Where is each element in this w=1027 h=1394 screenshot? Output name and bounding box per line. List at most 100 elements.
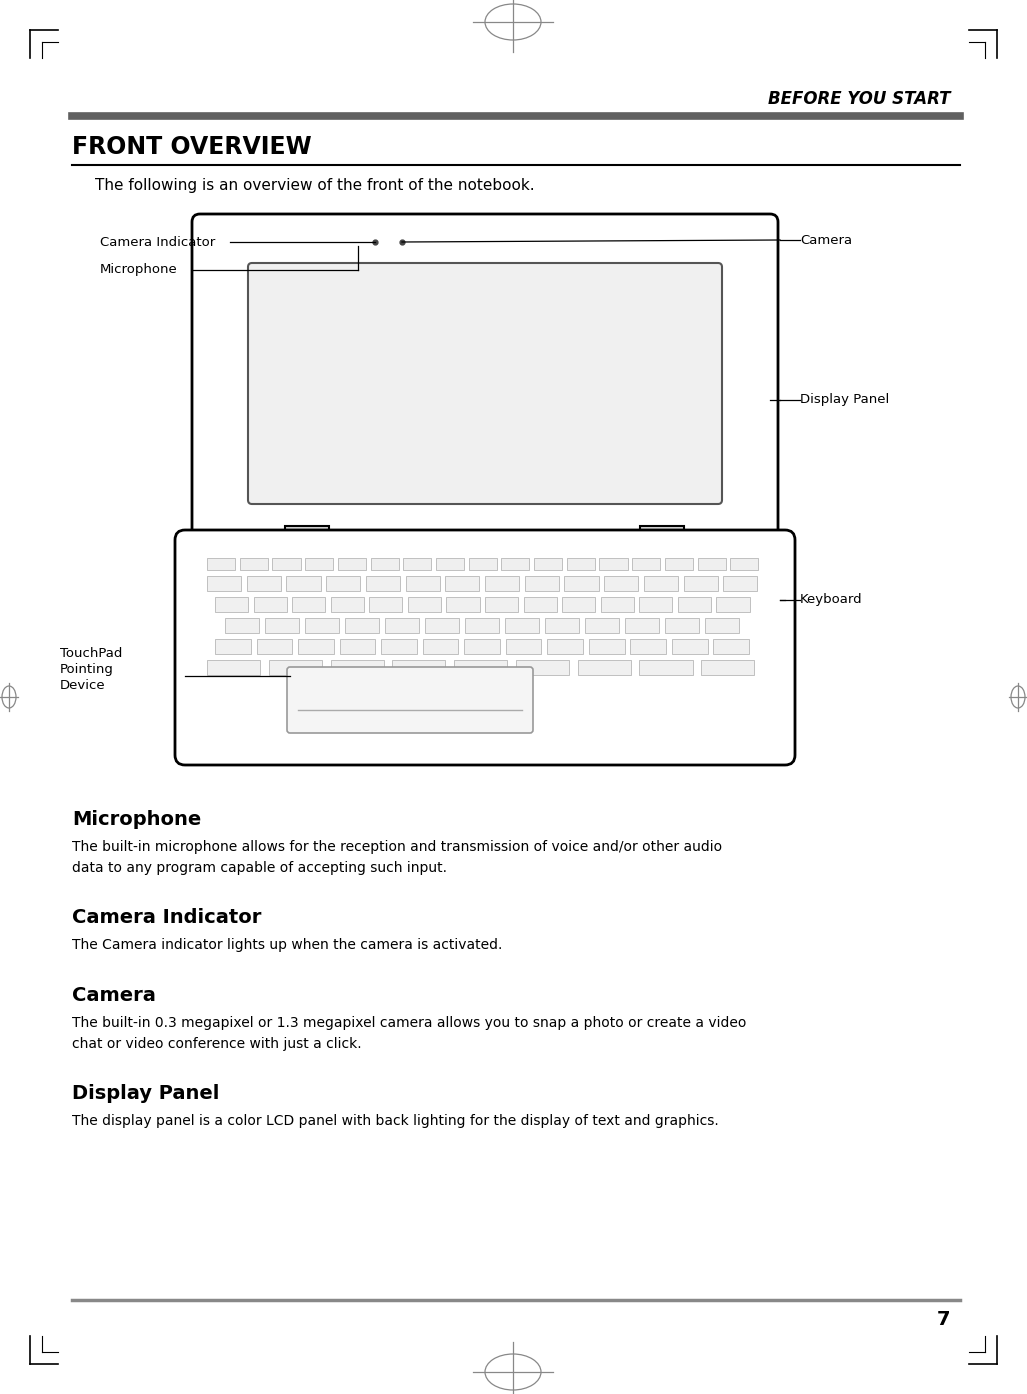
Bar (338, 558, 366, 570)
Bar (717, 597, 750, 612)
FancyBboxPatch shape (175, 530, 795, 765)
Bar (468, 558, 497, 570)
Bar (327, 576, 360, 591)
Bar (305, 618, 339, 633)
Text: Display Panel: Display Panel (800, 393, 889, 407)
Bar (701, 659, 755, 675)
Bar (406, 576, 440, 591)
Bar (225, 618, 260, 633)
Text: Camera Indicator: Camera Indicator (100, 236, 216, 248)
Bar (644, 576, 678, 591)
Bar (371, 558, 398, 570)
Bar (697, 558, 726, 570)
FancyBboxPatch shape (287, 666, 533, 733)
Bar (567, 558, 595, 570)
Bar (435, 558, 464, 570)
Bar (585, 618, 619, 633)
FancyBboxPatch shape (192, 215, 778, 538)
Bar (207, 576, 241, 591)
Bar (684, 576, 718, 591)
Bar (730, 558, 758, 570)
Bar (287, 576, 320, 591)
Bar (215, 638, 251, 654)
Text: FRONT OVERVIEW: FRONT OVERVIEW (72, 135, 311, 159)
Bar (524, 597, 557, 612)
Bar (215, 597, 249, 612)
Bar (454, 659, 507, 675)
Bar (577, 659, 631, 675)
Text: 7: 7 (937, 1310, 950, 1328)
Bar (625, 618, 659, 633)
Bar (370, 597, 403, 612)
Text: The Camera indicator lights up when the camera is activated.: The Camera indicator lights up when the … (72, 938, 502, 952)
Bar (672, 638, 708, 654)
Bar (345, 618, 379, 633)
Text: Device: Device (60, 679, 106, 691)
Bar (340, 638, 375, 654)
Bar (425, 618, 459, 633)
Bar (254, 597, 287, 612)
Bar (404, 558, 431, 570)
Bar (604, 576, 639, 591)
Bar (600, 558, 627, 570)
Bar (723, 576, 758, 591)
Bar (366, 576, 400, 591)
Bar (525, 576, 559, 591)
Bar (207, 659, 260, 675)
Bar (331, 597, 364, 612)
Text: Microphone: Microphone (100, 263, 178, 276)
Bar (286, 526, 329, 553)
Text: TouchPad: TouchPad (60, 647, 122, 659)
Bar (485, 597, 519, 612)
Bar (601, 597, 634, 612)
Text: The following is an overview of the front of the notebook.: The following is an overview of the fron… (96, 178, 535, 192)
Text: Camera Indicator: Camera Indicator (72, 907, 262, 927)
Bar (547, 638, 583, 654)
Bar (331, 659, 384, 675)
Bar (588, 638, 624, 654)
Bar (446, 576, 480, 591)
Text: Microphone: Microphone (72, 810, 201, 829)
Bar (631, 638, 667, 654)
Bar (381, 638, 417, 654)
Bar (562, 597, 596, 612)
Text: The display panel is a color LCD panel with back lighting for the display of tex: The display panel is a color LCD panel w… (72, 1114, 719, 1128)
Bar (305, 558, 333, 570)
Bar (207, 558, 235, 570)
Text: BEFORE YOU START: BEFORE YOU START (767, 91, 950, 107)
Bar (639, 597, 673, 612)
Bar (534, 558, 562, 570)
Bar (269, 659, 321, 675)
FancyBboxPatch shape (248, 263, 722, 505)
Text: Keyboard: Keyboard (800, 594, 863, 606)
Bar (545, 618, 579, 633)
Bar (665, 618, 699, 633)
Bar (265, 618, 300, 633)
Bar (501, 558, 530, 570)
Bar (298, 638, 334, 654)
Bar (423, 638, 458, 654)
Bar (292, 597, 326, 612)
Bar (516, 659, 569, 675)
Bar (257, 638, 293, 654)
Bar (565, 576, 599, 591)
Bar (664, 558, 693, 570)
Bar (272, 558, 301, 570)
Bar (239, 558, 268, 570)
Text: Display Panel: Display Panel (72, 1085, 220, 1103)
Bar (464, 638, 500, 654)
Bar (408, 597, 441, 612)
Bar (640, 659, 692, 675)
Bar (392, 659, 446, 675)
Bar (385, 618, 419, 633)
Bar (505, 638, 541, 654)
Bar (505, 618, 539, 633)
Bar (246, 576, 280, 591)
Text: Camera: Camera (72, 986, 156, 1005)
Bar (633, 558, 660, 570)
Bar (714, 638, 749, 654)
Bar (640, 526, 684, 553)
Text: Camera: Camera (800, 234, 852, 247)
Bar (447, 597, 480, 612)
Text: Pointing: Pointing (60, 664, 114, 676)
